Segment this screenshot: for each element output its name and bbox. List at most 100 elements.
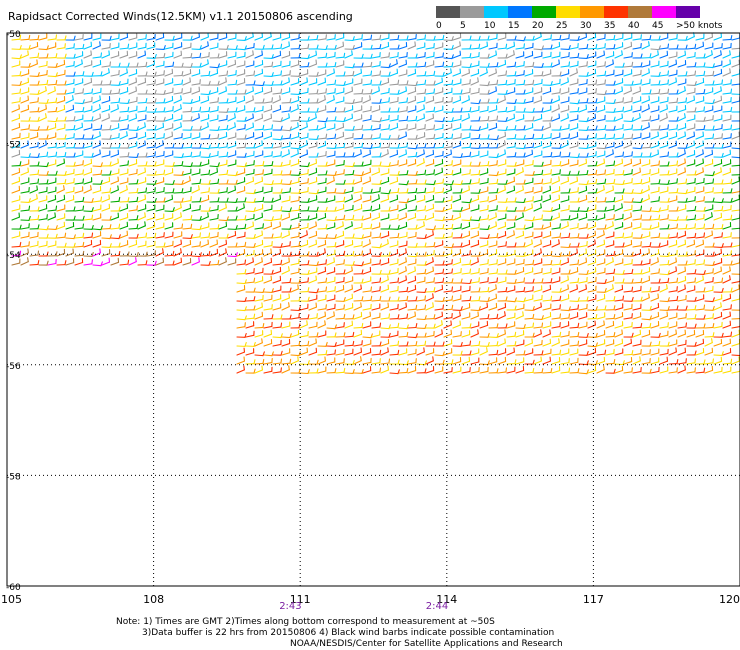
wind-barb xyxy=(38,260,49,266)
wind-barb xyxy=(362,195,372,203)
wind-barb xyxy=(281,287,292,293)
wind-barb xyxy=(209,188,220,194)
wind-barb xyxy=(47,240,57,248)
wind-barb xyxy=(344,179,355,185)
wind-barb xyxy=(83,207,94,213)
wind-barb xyxy=(362,167,372,176)
wind-barb xyxy=(407,68,417,77)
wind-barb xyxy=(209,105,219,113)
wind-barb xyxy=(236,177,246,185)
wind-barb xyxy=(461,53,472,59)
wind-barb xyxy=(47,123,57,131)
wind-barb xyxy=(713,188,724,194)
wind-barb xyxy=(164,161,175,167)
wind-barb xyxy=(389,303,399,311)
wind-barb xyxy=(506,168,516,176)
wind-barb xyxy=(551,287,562,293)
wind-barb xyxy=(605,59,614,68)
wind-barb xyxy=(11,212,20,221)
wind-barb xyxy=(605,221,614,230)
wind-barb xyxy=(695,62,706,68)
wind-barb xyxy=(299,347,309,356)
wind-barb xyxy=(407,284,417,293)
wind-barb xyxy=(398,313,409,320)
wind-barb xyxy=(614,140,624,149)
wind-barb xyxy=(353,53,364,59)
wind-barb xyxy=(632,167,641,176)
wind-barb xyxy=(587,161,598,167)
wind-barb xyxy=(146,98,157,104)
wind-barb xyxy=(524,177,534,185)
wind-barb xyxy=(650,80,661,86)
wind-barb xyxy=(317,170,328,176)
wind-barb xyxy=(542,329,551,338)
wind-barb xyxy=(83,152,94,158)
wind-barb xyxy=(443,278,454,284)
wind-barb xyxy=(137,71,148,77)
wind-barb xyxy=(461,279,472,285)
wind-barb xyxy=(551,223,561,230)
wind-barb xyxy=(299,303,309,311)
wind-barb xyxy=(488,205,498,212)
wind-barb xyxy=(524,142,535,149)
wind-barb xyxy=(722,266,731,275)
wind-barb xyxy=(362,134,373,140)
wind-barb xyxy=(650,366,660,374)
wind-barb xyxy=(614,249,624,257)
wind-barb xyxy=(326,342,337,347)
wind-barb xyxy=(236,203,245,212)
wind-barb xyxy=(551,71,562,77)
wind-barb xyxy=(659,366,669,374)
wind-barb xyxy=(380,33,390,41)
wind-barb xyxy=(452,341,463,347)
wind-barb xyxy=(524,69,534,77)
wind-barb xyxy=(515,258,525,266)
wind-barb xyxy=(164,51,174,59)
wind-barb xyxy=(353,114,363,122)
wind-barb xyxy=(560,243,571,249)
wind-barb xyxy=(704,365,714,374)
wind-barb xyxy=(182,234,193,240)
wind-barb xyxy=(695,116,706,122)
wind-barb xyxy=(641,159,651,167)
wind-barb xyxy=(641,207,652,212)
wind-barb xyxy=(362,114,372,122)
wind-barb xyxy=(587,204,597,212)
wind-barb xyxy=(704,63,715,69)
wind-barb xyxy=(119,160,129,167)
wind-barb xyxy=(290,278,301,284)
wind-barb xyxy=(65,258,75,266)
wind-barb xyxy=(659,297,670,303)
wind-barb xyxy=(398,159,408,167)
wind-barb xyxy=(533,161,544,167)
wind-barb xyxy=(605,276,615,284)
wind-barb xyxy=(65,195,75,203)
wind-barb xyxy=(146,107,157,113)
wind-barb xyxy=(245,277,256,284)
wind-barb xyxy=(56,80,67,86)
wind-barb xyxy=(371,341,382,347)
legend-swatch xyxy=(436,6,460,18)
wind-barb xyxy=(434,197,445,203)
wind-barb xyxy=(596,114,606,122)
wind-barb xyxy=(290,71,301,77)
wind-barb xyxy=(254,223,264,230)
wind-barb xyxy=(398,231,408,239)
wind-barb xyxy=(227,33,237,41)
wind-barb xyxy=(371,51,381,59)
wind-barb xyxy=(353,124,364,131)
wind-barb xyxy=(92,239,102,248)
wind-barb xyxy=(506,312,516,320)
wind-barb xyxy=(722,42,732,50)
wind-barb xyxy=(137,140,146,149)
wind-barb xyxy=(263,329,273,338)
wind-barb xyxy=(479,98,490,104)
wind-barb xyxy=(632,339,642,347)
wind-barb xyxy=(317,277,328,284)
wind-barb xyxy=(20,124,30,131)
wind-barb xyxy=(641,60,651,68)
wind-barb xyxy=(614,170,625,176)
wind-barb xyxy=(353,222,363,230)
wind-barb xyxy=(668,305,679,311)
wind-barb xyxy=(650,35,661,41)
